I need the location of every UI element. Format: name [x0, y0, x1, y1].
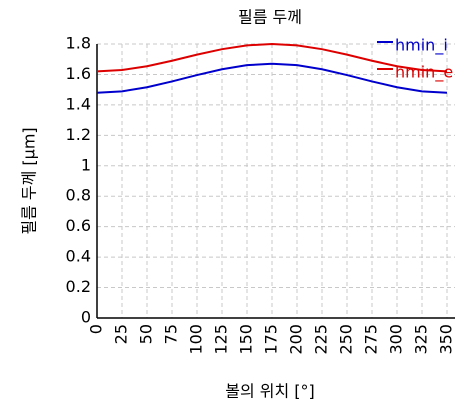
y-tick-label: 1.8	[66, 34, 91, 53]
y-tick-label: 0.6	[66, 216, 91, 235]
x-tick-label: 125	[212, 324, 231, 355]
x-tick-label: 300	[387, 324, 406, 355]
legend-label: hmin_i	[395, 36, 448, 56]
x-tick-label: 25	[112, 324, 131, 344]
y-tick-label: 0.8	[66, 186, 91, 205]
x-tick-label: 225	[312, 324, 331, 355]
y-tick-label: 0.2	[66, 277, 91, 296]
x-tick-label: 100	[187, 324, 206, 355]
x-tick-label: 150	[237, 324, 256, 355]
y-tick-label: 0.4	[66, 247, 91, 266]
x-tick-label: 325	[412, 324, 431, 355]
x-tick-label: 75	[162, 324, 181, 344]
y-tick-label: 1.6	[66, 64, 91, 83]
x-tick-label: 200	[287, 324, 306, 355]
y-tick-label: 1	[81, 155, 91, 174]
legend-label: hmin_e	[395, 63, 453, 83]
y-axis-label: 필름 두께 [μm]	[20, 127, 39, 234]
x-tick-label: 0	[87, 324, 106, 334]
y-tick-label: 1.4	[66, 94, 91, 113]
data-line	[96, 42, 448, 73]
y-tick-label: 0	[81, 308, 91, 327]
x-axis-label: 볼의 위치 [°]	[225, 382, 315, 401]
y-tick-label: 1.2	[66, 125, 91, 144]
x-tick-label: 250	[337, 324, 356, 355]
data-line	[96, 62, 448, 94]
x-tick-label: 50	[137, 324, 156, 344]
x-tick-label: 175	[262, 324, 281, 355]
x-tick-label: 350	[437, 324, 456, 355]
chart-title: 필름 두께	[238, 8, 302, 27]
x-tick-label: 275	[362, 324, 381, 355]
